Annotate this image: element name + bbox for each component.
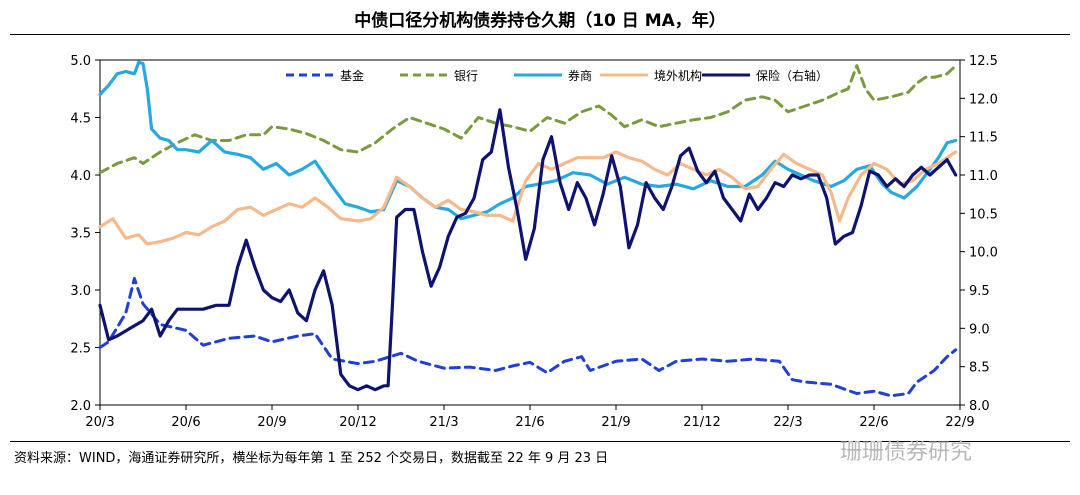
x-tick-label: 21/12 xyxy=(683,415,720,430)
series-line-3 xyxy=(98,150,958,246)
y-left-tick-label: 4.5 xyxy=(70,112,91,127)
series-line-0 xyxy=(98,277,958,398)
y-right-tick-label: 11.5 xyxy=(969,131,998,146)
y-left-tick-label: 4.0 xyxy=(70,169,91,184)
y-right-tick-label: 11.0 xyxy=(969,169,998,184)
x-tick-label: 20/3 xyxy=(85,415,114,430)
y-right-tick-label: 8.5 xyxy=(969,361,990,376)
y-left-tick-label: 2.5 xyxy=(70,342,91,357)
y-right-tick-label: 8.0 xyxy=(969,399,990,414)
series-line-1 xyxy=(98,64,958,175)
chart-title: 中债口径分机构债券持仓久期（10 日 MA，年） xyxy=(354,11,726,31)
y-left-tick-label: 3.0 xyxy=(70,284,91,299)
y-right-tick-label: 12.5 xyxy=(969,54,998,69)
source-note: 资料来源：WIND，海通证券研究所，横坐标为每年第 1 至 252 个交易日，数… xyxy=(14,451,609,466)
y-right-tick-label: 10.0 xyxy=(969,246,998,261)
legend-label-1: 银行 xyxy=(454,69,478,83)
y-right-tick-label: 9.5 xyxy=(969,284,990,299)
x-tick-label: 20/9 xyxy=(257,415,286,430)
x-tick-label: 22/3 xyxy=(773,415,802,430)
title-top-rule xyxy=(10,34,1070,35)
legend-label-4: 保险（右轴） xyxy=(756,68,828,83)
y-left-tick-label: 3.5 xyxy=(70,227,91,242)
y-left-tick-label: 5.0 xyxy=(70,54,91,69)
y-right-tick-label: 12.0 xyxy=(969,92,998,107)
x-tick-label: 21/6 xyxy=(515,415,544,430)
legend-label-0: 基金 xyxy=(340,68,364,83)
x-tick-label: 21/9 xyxy=(601,415,630,430)
plot-frame xyxy=(99,59,961,406)
y-right-tick-label: 9.0 xyxy=(969,322,990,337)
legend-label-2: 券商 xyxy=(568,68,592,83)
x-tick-label: 20/12 xyxy=(339,415,376,430)
x-tick-label: 22/6 xyxy=(859,415,888,430)
y-right-tick-label: 10.5 xyxy=(969,207,998,222)
series-line-4 xyxy=(98,108,958,392)
y-left-tick-label: 2.0 xyxy=(70,399,91,414)
source-top-rule xyxy=(10,441,1070,442)
x-tick-label: 21/3 xyxy=(429,415,458,430)
x-tick-label: 22/9 xyxy=(945,415,974,430)
series-line-2 xyxy=(98,60,958,221)
x-tick-label: 20/6 xyxy=(171,415,200,430)
legend-label-3: 境外机构 xyxy=(654,68,702,83)
watermark: 珊珊债券研究 xyxy=(840,440,973,465)
